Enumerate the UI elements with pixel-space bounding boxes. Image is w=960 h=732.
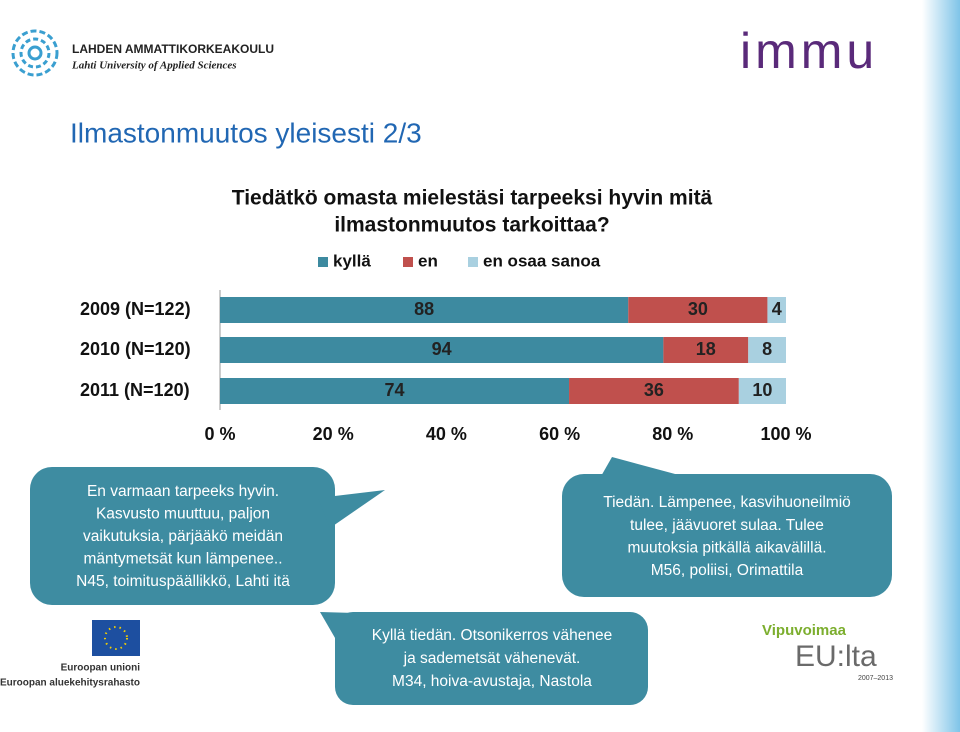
data-label: 36 bbox=[644, 380, 664, 400]
data-label: 10 bbox=[752, 380, 772, 400]
quote-line: M34, hoiva-avustaja, Nastola bbox=[392, 673, 592, 690]
bar-segment bbox=[220, 337, 664, 363]
x-tick-label: 80 % bbox=[652, 424, 693, 444]
quotes: En varmaan tarpeeks hyvin. Kasvusto muutt… bbox=[76, 483, 851, 690]
bubble bbox=[30, 467, 335, 605]
bar-segment bbox=[220, 297, 629, 323]
quote-line: ja sademetsät vähenevät. bbox=[403, 650, 581, 667]
quote-line: mäntymetsät kun lämpenee.. bbox=[83, 551, 282, 568]
legend-swatch bbox=[468, 257, 478, 267]
eu-flag bbox=[92, 620, 140, 656]
bar-segment bbox=[738, 378, 786, 404]
bar-segment bbox=[663, 337, 749, 363]
data-label: 4 bbox=[772, 299, 782, 319]
bubble-tail bbox=[600, 457, 690, 478]
quote-line: N45, toimituspäällikkö, Lahti itä bbox=[76, 573, 290, 590]
data-label: 8 bbox=[762, 339, 772, 359]
quote-line: Kyllä tiedän. Otsonikerros vähenee bbox=[372, 627, 612, 644]
vipu-brand: EU:lta bbox=[795, 640, 877, 673]
quote-line: En varmaan tarpeeks hyvin. bbox=[87, 483, 279, 500]
logo-spiral bbox=[11, 29, 59, 77]
eu-text: Euroopan aluekehitysrahasto bbox=[0, 678, 140, 689]
data-label: 94 bbox=[432, 339, 452, 359]
quote-line: M56, poliisi, Orimattila bbox=[651, 562, 804, 579]
bubble bbox=[562, 474, 892, 597]
x-tick-label: 100 % bbox=[760, 424, 811, 444]
category-label: 2010 (N=120) bbox=[80, 339, 191, 359]
data-label: 30 bbox=[688, 299, 708, 319]
bar-segment bbox=[220, 378, 570, 404]
logo-name: LAHDEN AMMATTIKORKEAKOULU bbox=[72, 42, 274, 56]
quote-line: Kasvusto muuttuu, paljon bbox=[96, 506, 270, 523]
legend-label: en bbox=[418, 251, 438, 270]
quote-bubbles bbox=[30, 457, 892, 705]
data-label: 18 bbox=[696, 339, 716, 359]
bar-segment bbox=[767, 297, 786, 323]
bar-segment bbox=[628, 297, 768, 323]
chart-title: ilmastonmuutos tarkoittaa? bbox=[334, 214, 609, 237]
data-label: 74 bbox=[385, 380, 405, 400]
bubble bbox=[335, 612, 648, 705]
x-tick-label: 0 % bbox=[204, 424, 235, 444]
legend-label: en osaa sanoa bbox=[483, 251, 601, 270]
quote-line: tulee, jäävuoret sulaa. Tulee bbox=[630, 517, 824, 534]
eu-text: Euroopan unioni bbox=[61, 663, 141, 674]
x-tick-label: 20 % bbox=[313, 424, 354, 444]
vipu-years: 2007–2013 bbox=[858, 675, 893, 682]
category-label: 2009 (N=122) bbox=[80, 299, 191, 319]
bubble-tail bbox=[318, 490, 385, 528]
quote-line: muutoksia pitkällä aikavälillä. bbox=[627, 539, 826, 556]
chart-title: Tiedätkö omasta mielestäsi tarpeeksi hyv… bbox=[232, 187, 713, 210]
side-strip bbox=[922, 0, 960, 732]
legend-swatch bbox=[403, 257, 413, 267]
x-tick-label: 40 % bbox=[426, 424, 467, 444]
quote-line: vaikutuksia, pärjääkö meidän bbox=[83, 528, 283, 545]
legend-label: kyllä bbox=[333, 251, 371, 270]
slide-title: Ilmastonmuutos yleisesti 2/3 bbox=[70, 117, 422, 148]
bar-segment bbox=[748, 337, 786, 363]
category-label: 2011 (N=120) bbox=[80, 380, 190, 400]
chart: Tiedätkö omasta mielestäsi tarpeeksi hyv… bbox=[80, 187, 812, 444]
x-tick-label: 60 % bbox=[539, 424, 580, 444]
bubble-tail bbox=[320, 612, 390, 650]
brand: immu bbox=[740, 23, 878, 79]
legend-swatch bbox=[318, 257, 328, 267]
bar-segment bbox=[569, 378, 739, 404]
logo-subtitle: Lahti University of Applied Sciences bbox=[71, 60, 237, 72]
quote-line: Tiedän. Lämpenee, kasvihuoneilmiö bbox=[603, 494, 851, 511]
data-label: 88 bbox=[414, 299, 434, 319]
vipu-title: Vipuvoimaa bbox=[762, 622, 847, 639]
